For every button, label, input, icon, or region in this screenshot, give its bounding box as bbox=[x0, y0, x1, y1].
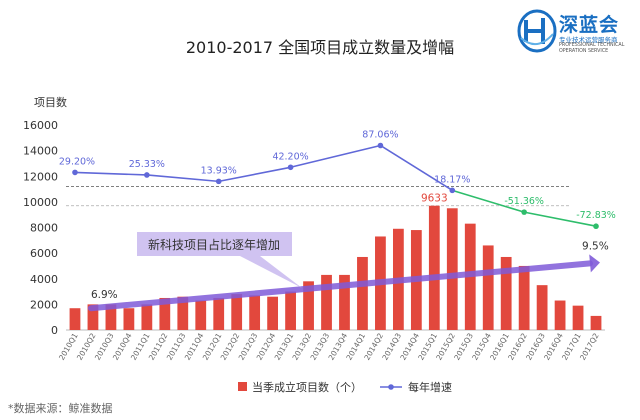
trend-arrow-head bbox=[589, 254, 600, 273]
bar bbox=[285, 291, 296, 330]
bar bbox=[267, 296, 279, 330]
logo: 深蓝会 专业技术运营服务商 PROFESSIONAL TECHNICAL OPE… bbox=[515, 6, 640, 62]
bar bbox=[500, 256, 512, 330]
growth-line-segment bbox=[379, 144, 453, 192]
growth-line-segment bbox=[452, 189, 525, 213]
legend-bar-label: 当季成立项目数（个） bbox=[252, 380, 362, 394]
y-tick-label: 2000 bbox=[30, 298, 58, 311]
y-axis-label: 项目数 bbox=[34, 96, 67, 109]
bar bbox=[303, 281, 314, 330]
growth-point bbox=[144, 172, 150, 178]
y-tick-label: 16000 bbox=[23, 119, 58, 132]
growth-point bbox=[593, 223, 599, 230]
peak-value-label: 9633 bbox=[421, 193, 448, 205]
growth-point bbox=[287, 164, 294, 171]
bar bbox=[195, 300, 207, 330]
legend-line-label: 每年增速 bbox=[408, 380, 452, 394]
bar bbox=[69, 308, 81, 330]
bar bbox=[428, 205, 440, 330]
growth-label: 13.93% bbox=[201, 165, 237, 176]
bar bbox=[177, 296, 189, 330]
bar bbox=[554, 300, 566, 330]
bar bbox=[482, 245, 494, 330]
growth-label: 87.06% bbox=[362, 130, 398, 141]
growth-label: 25.33% bbox=[129, 159, 165, 170]
growth-point bbox=[377, 142, 384, 149]
logo-subtitle: 专业技术运营服务商 bbox=[559, 36, 618, 44]
legend-bar-swatch bbox=[238, 382, 247, 391]
bar bbox=[123, 308, 135, 330]
y-tick-label: 0 bbox=[51, 324, 58, 337]
bar bbox=[590, 315, 602, 330]
bar bbox=[321, 274, 332, 330]
y-tick-label: 14000 bbox=[23, 145, 58, 158]
growth-line-segment bbox=[218, 166, 291, 183]
annotation-text: 新科技项目占比逐年增加 bbox=[148, 237, 280, 252]
bar bbox=[231, 294, 243, 330]
y-tick-label: 12000 bbox=[23, 170, 58, 183]
growth-label: -51.36% bbox=[504, 196, 544, 207]
bar bbox=[536, 285, 548, 330]
growth-line-segment bbox=[74, 171, 147, 176]
annotation-pointer bbox=[240, 256, 302, 288]
growth-point bbox=[521, 209, 527, 215]
logo-mark-icon bbox=[517, 9, 557, 53]
logo-subtitle-en: PROFESSIONAL TECHNICAL OPERATION SERVICE bbox=[559, 43, 625, 54]
growth-line-segment bbox=[146, 174, 219, 183]
trend-arrow bbox=[87, 260, 594, 312]
legend-line-marker bbox=[388, 384, 394, 390]
growth-label: 18.17% bbox=[434, 174, 470, 185]
growth-label: -72.83% bbox=[576, 210, 616, 221]
bar bbox=[518, 265, 530, 330]
annotation-box bbox=[137, 232, 292, 256]
growth-line-segment bbox=[523, 211, 597, 228]
bar bbox=[87, 304, 99, 330]
y-tick-label: 4000 bbox=[30, 273, 58, 286]
bar bbox=[446, 208, 458, 330]
bar bbox=[105, 304, 117, 330]
y-tick-label: 8000 bbox=[30, 222, 58, 235]
growth-label: 29.20% bbox=[59, 156, 95, 167]
bar bbox=[159, 297, 171, 330]
growth-line-segment bbox=[290, 144, 381, 169]
bar bbox=[141, 304, 153, 330]
growth-label: 42.20% bbox=[272, 151, 308, 162]
trend-end-label: 9.5% bbox=[582, 240, 609, 252]
bar bbox=[213, 297, 225, 330]
y-tick-label: 6000 bbox=[30, 247, 58, 260]
logo-name: 深蓝会 bbox=[559, 14, 620, 36]
trend-start-label: 6.9% bbox=[91, 289, 118, 301]
bar bbox=[572, 305, 584, 330]
bar bbox=[249, 295, 261, 330]
chart-title: 2010-2017 全国项目成立数量及增幅 bbox=[185, 38, 455, 57]
bar bbox=[357, 256, 368, 330]
bar bbox=[339, 274, 350, 330]
y-tick-label: 10000 bbox=[23, 196, 58, 209]
growth-point bbox=[215, 178, 222, 185]
growth-point bbox=[72, 169, 78, 176]
data-source: *数据来源：鲸准数据 bbox=[8, 402, 113, 415]
growth-point bbox=[449, 187, 456, 194]
